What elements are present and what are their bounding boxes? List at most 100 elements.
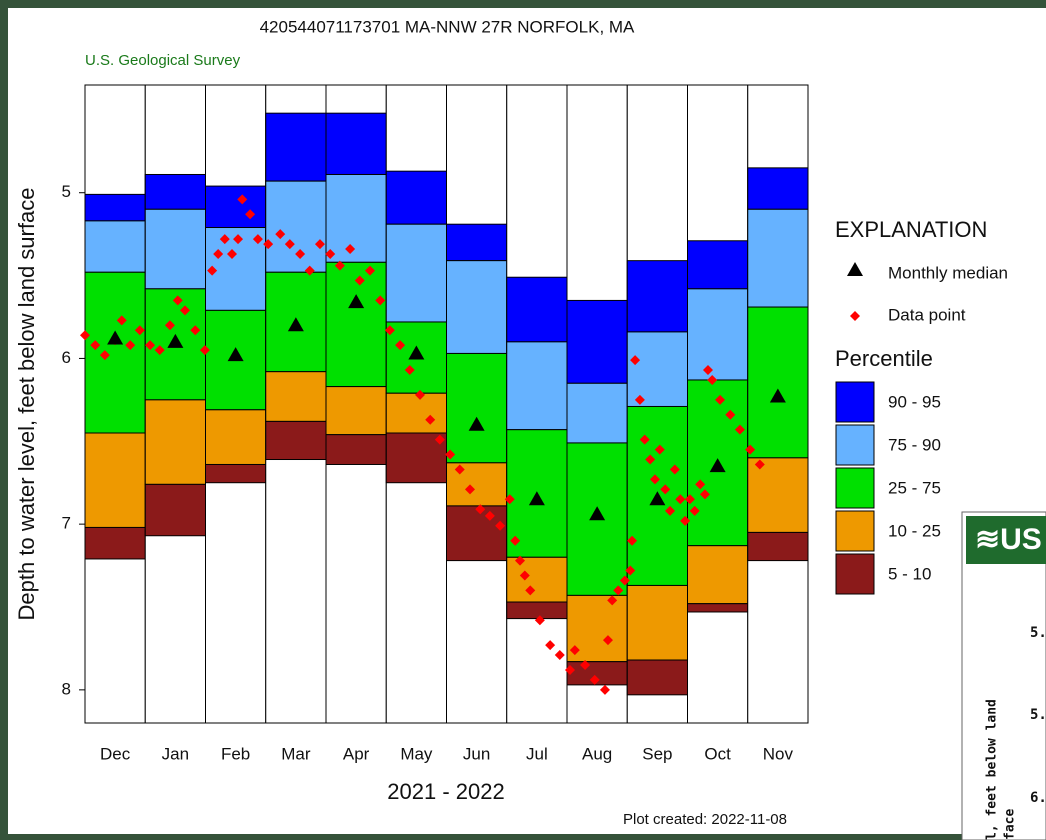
data-point (725, 409, 736, 420)
percentile-band (84, 193, 146, 222)
data-point (630, 355, 641, 366)
median-marker (769, 388, 786, 403)
percentile-band (566, 299, 628, 384)
percentile-band (325, 173, 387, 263)
data-point (534, 615, 545, 626)
percentile-band (385, 432, 447, 484)
data-point (639, 434, 650, 445)
legend-swatch (835, 510, 875, 552)
plot-frame (84, 84, 809, 724)
legend-label: 10 - 25 (888, 521, 941, 540)
data-point (295, 249, 306, 260)
data-point (375, 295, 386, 306)
data-point (464, 484, 475, 495)
percentile-band (205, 185, 267, 229)
median-marker (528, 491, 545, 506)
legend-label: Monthly median (888, 263, 1008, 282)
data-point (475, 504, 486, 515)
percentile-band (446, 260, 508, 354)
percentile-band (626, 659, 688, 696)
data-point (145, 340, 156, 351)
data-point (625, 565, 636, 576)
percentile-band (446, 352, 508, 464)
legend-swatch (835, 424, 875, 466)
data-point (434, 434, 445, 445)
legend-median-marker (847, 262, 863, 276)
data-point (190, 325, 201, 336)
overlay-tick: 5. (1030, 625, 1046, 641)
data-point (233, 234, 244, 245)
data-point (702, 365, 713, 376)
data-point (125, 340, 136, 351)
percentile-band (84, 432, 146, 528)
x-tick-label: Jul (526, 744, 548, 763)
data-point (404, 365, 415, 376)
data-point (180, 305, 191, 316)
data-point (695, 479, 706, 490)
data-point (495, 520, 506, 531)
data-point (116, 315, 127, 326)
overlay-ylabel: face (1003, 809, 1018, 840)
percentile-band (385, 223, 447, 323)
legend-label: 25 - 75 (888, 478, 941, 497)
median-marker (227, 347, 244, 362)
data-point (745, 444, 756, 455)
percentile-band (385, 392, 447, 434)
data-point (263, 239, 274, 250)
y-tick-label: 8 (62, 679, 71, 698)
overlay-logo: ≋US (975, 523, 1042, 556)
data-point (669, 464, 680, 475)
percentile-band (144, 399, 206, 485)
data-point (510, 535, 521, 546)
y-tick-label: 6 (62, 348, 71, 367)
percentile-band (747, 306, 809, 459)
x-tick-label: Oct (704, 744, 731, 763)
data-point (384, 325, 395, 336)
data-point (634, 394, 645, 405)
data-point (484, 510, 495, 521)
percentile-band (144, 483, 206, 537)
data-point (219, 234, 230, 245)
data-point (607, 595, 618, 606)
data-point (689, 505, 700, 516)
data-point (545, 640, 556, 651)
percentile-band (385, 170, 447, 225)
percentile-band (84, 526, 146, 560)
y-tick-label: 5 (62, 182, 71, 201)
subtitle: U.S. Geological Survey (85, 52, 241, 69)
data-point (554, 650, 565, 661)
data-point (684, 494, 695, 505)
data-point (237, 194, 248, 205)
data-point (599, 684, 610, 695)
percentile-band (506, 601, 568, 620)
percentile-band (747, 208, 809, 308)
percentile-band (205, 409, 267, 465)
percentile-band (566, 382, 628, 444)
data-point (364, 265, 375, 276)
x-tick-label: Jan (162, 744, 189, 763)
y-tick-label: 7 (62, 514, 71, 533)
median-marker (167, 333, 184, 348)
median-marker (408, 345, 425, 360)
legend-label: 5 - 10 (888, 564, 931, 583)
percentile-band (265, 112, 327, 182)
data-point (164, 320, 175, 331)
x-tick-label: Mar (281, 744, 311, 763)
x-tick-label: Aug (582, 744, 612, 763)
median-marker (649, 491, 666, 506)
x-tick-label: Jun (463, 744, 490, 763)
data-point (90, 340, 101, 351)
data-point (445, 449, 456, 460)
y-axis-label: Depth to water level, feet below land su… (14, 188, 39, 621)
legend-swatch (835, 381, 875, 423)
legend-swatch (835, 553, 875, 595)
data-point (334, 260, 345, 271)
data-point (619, 575, 630, 586)
x-tick-label: Sep (642, 744, 672, 763)
x-tick-label: Apr (343, 744, 370, 763)
overlay-header (966, 516, 1046, 564)
data-point (275, 229, 286, 240)
percentile-band (506, 341, 568, 431)
legend-label: 90 - 95 (888, 392, 941, 411)
